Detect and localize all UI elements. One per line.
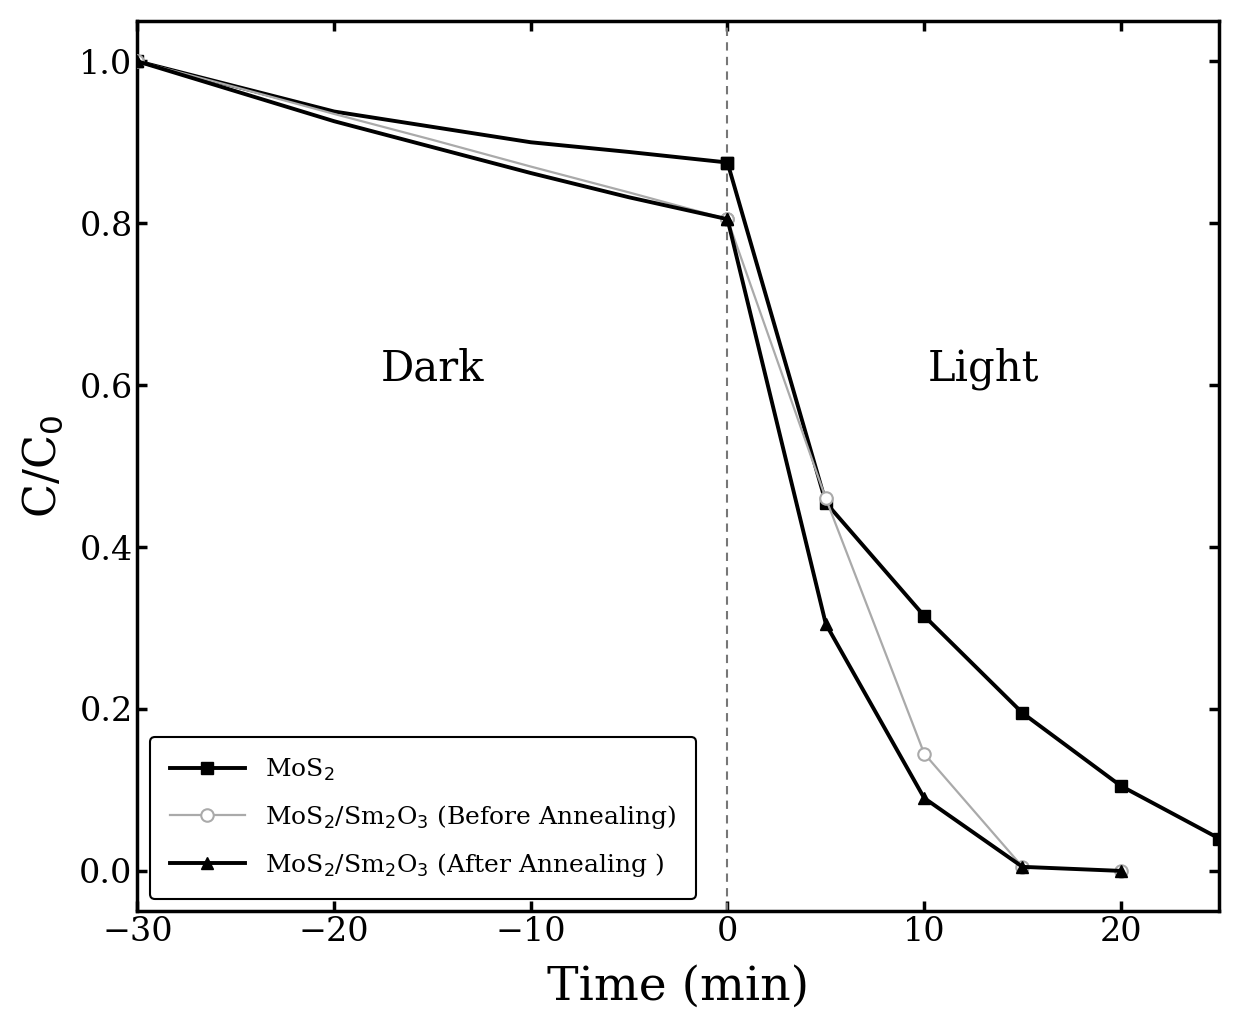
Legend: MoS$_2$, MoS$_2$/Sm$_2$O$_3$ (Before Annealing), MoS$_2$/Sm$_2$O$_3$ (After Anne: MoS$_2$, MoS$_2$/Sm$_2$O$_3$ (Before Ann…: [150, 737, 697, 899]
MoS$_2$/Sm$_2$O$_3$ (After Annealing ): [130, 55, 145, 67]
MoS$_2$: [720, 157, 735, 169]
MoS$_2$: [818, 496, 833, 508]
MoS$_2$/Sm$_2$O$_3$ (Before Annealing): [818, 492, 833, 504]
MoS$_2$: [326, 105, 341, 118]
MoS$_2$/Sm$_2$O$_3$ (After Annealing ): [818, 618, 833, 630]
Text: Dark: Dark: [381, 347, 484, 390]
MoS$_2$/Sm$_2$O$_3$ (Before Annealing): [326, 108, 341, 121]
X-axis label: Time (min): Time (min): [547, 965, 810, 1010]
MoS$_2$/Sm$_2$O$_3$ (Before Annealing): [425, 134, 440, 146]
MoS$_2$: [130, 55, 145, 67]
Line: MoS$_2$/Sm$_2$O$_3$ (Before Annealing): MoS$_2$/Sm$_2$O$_3$ (Before Annealing): [131, 55, 1127, 877]
MoS$_2$/Sm$_2$O$_3$ (After Annealing ): [326, 115, 341, 128]
Y-axis label: C/C$_0$: C/C$_0$: [21, 414, 66, 518]
MoS$_2$: [621, 145, 636, 158]
Line: MoS$_2$: MoS$_2$: [131, 56, 1225, 844]
MoS$_2$/Sm$_2$O$_3$ (After Annealing ): [228, 86, 243, 98]
MoS$_2$: [1114, 779, 1128, 792]
MoS$_2$: [720, 157, 735, 169]
MoS$_2$/Sm$_2$O$_3$ (After Annealing ): [720, 213, 735, 226]
MoS$_2$/Sm$_2$O$_3$ (After Annealing ): [523, 167, 538, 179]
MoS$_2$/Sm$_2$O$_3$ (Before Annealing): [916, 747, 931, 760]
MoS$_2$: [916, 609, 931, 622]
MoS$_2$/Sm$_2$O$_3$ (Before Annealing): [1016, 861, 1030, 873]
MoS$_2$/Sm$_2$O$_3$ (After Annealing ): [1016, 861, 1030, 873]
MoS$_2$/Sm$_2$O$_3$ (Before Annealing): [1114, 865, 1128, 877]
MoS$_2$/Sm$_2$O$_3$ (Before Annealing): [720, 213, 735, 226]
MoS$_2$/Sm$_2$O$_3$ (After Annealing ): [425, 141, 440, 154]
MoS$_2$/Sm$_2$O$_3$ (After Annealing ): [916, 792, 931, 804]
MoS$_2$/Sm$_2$O$_3$ (Before Annealing): [523, 161, 538, 173]
MoS$_2$/Sm$_2$O$_3$ (After Annealing ): [1114, 865, 1128, 877]
MoS$_2$: [228, 80, 243, 93]
MoS$_2$/Sm$_2$O$_3$ (After Annealing ): [720, 213, 735, 226]
MoS$_2$: [1016, 707, 1030, 720]
Line: MoS$_2$/Sm$_2$O$_3$ (After Annealing ): MoS$_2$/Sm$_2$O$_3$ (After Annealing ): [131, 55, 1127, 877]
Text: Light: Light: [928, 347, 1039, 390]
MoS$_2$: [425, 121, 440, 133]
MoS$_2$: [523, 136, 538, 148]
MoS$_2$/Sm$_2$O$_3$ (Before Annealing): [720, 213, 735, 226]
MoS$_2$/Sm$_2$O$_3$ (After Annealing ): [621, 191, 636, 203]
MoS$_2$/Sm$_2$O$_3$ (Before Annealing): [130, 55, 145, 67]
MoS$_2$/Sm$_2$O$_3$ (Before Annealing): [621, 187, 636, 199]
MoS$_2$: [1211, 832, 1226, 844]
MoS$_2$/Sm$_2$O$_3$ (Before Annealing): [228, 81, 243, 94]
